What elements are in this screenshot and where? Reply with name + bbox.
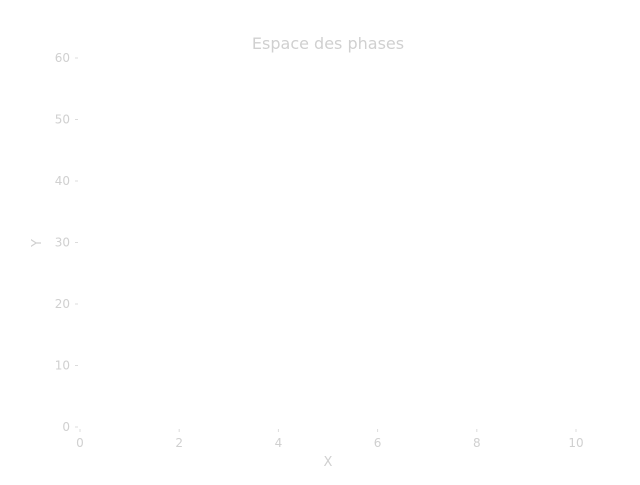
- y-tick-label: 30: [55, 236, 70, 250]
- x-tick-label: 10: [568, 436, 583, 450]
- chart-title: Espace des phases: [252, 34, 404, 53]
- x-axis-ticks: 0 2 4 6 8 10: [76, 429, 584, 450]
- y-tick-label: 50: [55, 113, 70, 127]
- y-axis-label: Y: [30, 239, 45, 248]
- y-tick-label: 40: [55, 174, 70, 188]
- y-tick-label: 0: [62, 420, 70, 434]
- y-tick-label: 10: [55, 359, 70, 373]
- x-tick-label: 0: [76, 436, 84, 450]
- x-axis-label: X: [324, 455, 333, 470]
- x-tick-label: 8: [473, 436, 481, 450]
- x-tick-label: 6: [374, 436, 382, 450]
- y-axis-ticks: 0 10 20 30 40 50 60: [55, 51, 78, 434]
- x-tick-label: 2: [175, 436, 183, 450]
- x-tick-label: 4: [275, 436, 283, 450]
- y-tick-label: 60: [55, 51, 70, 65]
- y-tick-label: 20: [55, 297, 70, 311]
